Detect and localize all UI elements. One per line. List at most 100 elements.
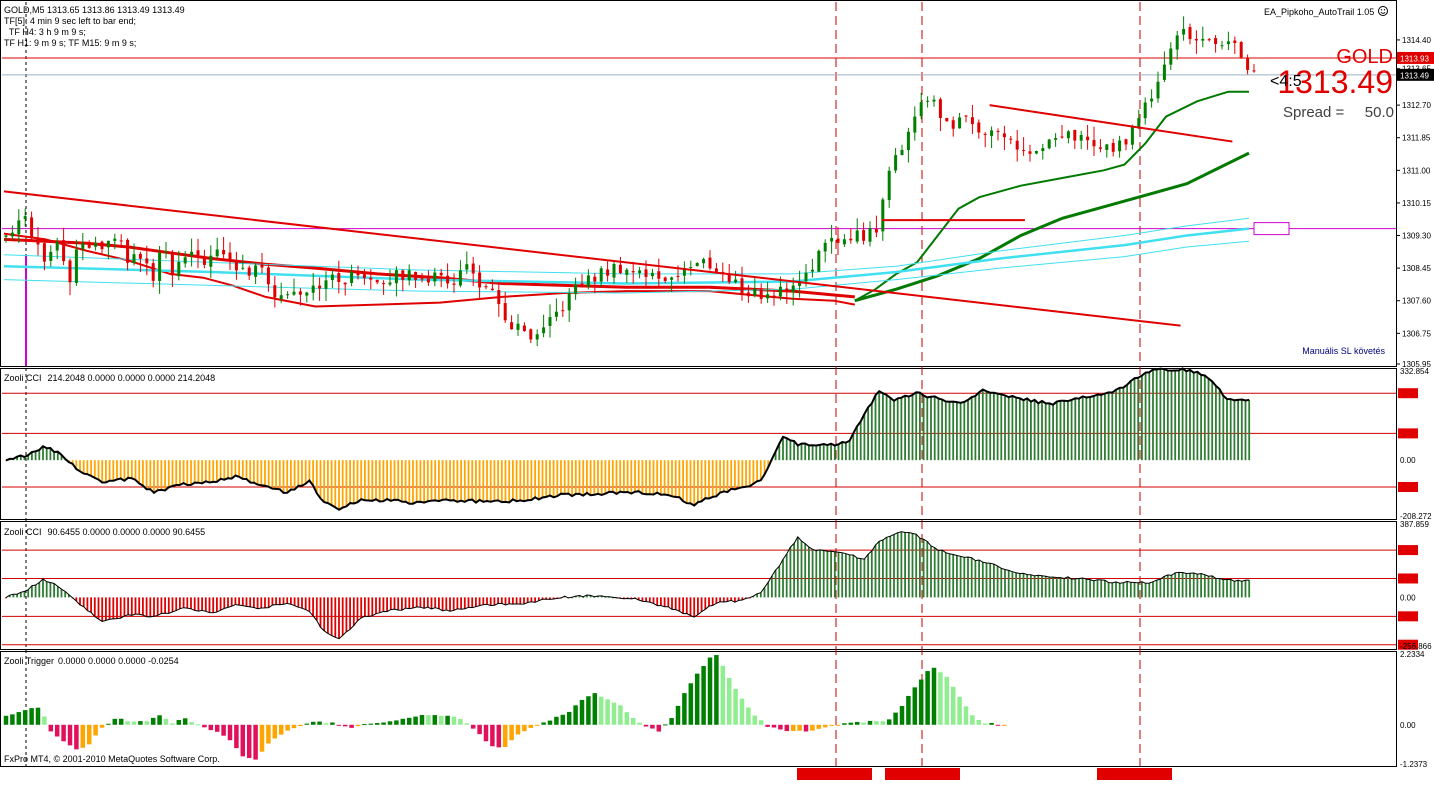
histogram-bar [119, 597, 122, 619]
histogram-bar [190, 460, 192, 485]
candle [1156, 71, 1160, 103]
candle [926, 96, 930, 108]
candle-body [497, 290, 501, 305]
histogram-bar [304, 723, 310, 725]
histogram-bar [1237, 580, 1239, 598]
histogram-bar [1055, 577, 1058, 598]
histogram-bar [741, 597, 744, 601]
histogram-bar [153, 460, 155, 493]
candle [1201, 26, 1205, 48]
histogram-bar [223, 460, 226, 480]
overlay-bid-price: 1313.49 [1277, 64, 1393, 100]
candle-body [887, 170, 891, 201]
price-tick-label: 1308.45 [1402, 264, 1431, 273]
histogram-bar [61, 724, 66, 742]
histogram-bar [364, 597, 366, 617]
histogram-bar [1192, 573, 1195, 598]
candle-body [254, 265, 258, 277]
histogram-bar [197, 460, 200, 483]
cci-pane-2[interactable]: 387.859 0.00 -256.866 [2, 520, 1432, 651]
histogram-bar [714, 655, 719, 725]
histogram-bar [593, 460, 596, 495]
histogram-bar [752, 596, 755, 598]
candle-body [586, 275, 590, 287]
histogram-bar [67, 724, 73, 746]
histogram-bar [1166, 574, 1169, 598]
histogram-bar [870, 403, 873, 461]
histogram-bar [56, 586, 59, 598]
histogram-bar [886, 719, 892, 725]
candle-body [791, 285, 795, 293]
candle [772, 290, 776, 306]
candle-body [593, 276, 597, 282]
histogram-bar [970, 397, 973, 461]
candle [906, 127, 910, 163]
candle [1073, 129, 1077, 149]
histogram-bar [145, 460, 148, 490]
candle-body [638, 270, 642, 274]
price-tag [1397, 51, 1434, 64]
candle [810, 258, 814, 278]
histogram-bar [563, 460, 566, 494]
histogram-bar [278, 460, 281, 490]
histogram-bar [1081, 396, 1084, 461]
histogram-bar [974, 396, 977, 461]
histogram-bar [452, 460, 455, 501]
histogram-bar [1133, 378, 1136, 461]
candle [132, 243, 136, 266]
histogram-bar [156, 460, 159, 491]
candle-body [234, 260, 238, 271]
histogram-bar [79, 597, 81, 606]
histogram-bar [693, 597, 696, 618]
expert-advisor-name[interactable]: EA_Pipkoho_AutoTrail 1.05 [1264, 7, 1374, 17]
histogram-bar [793, 543, 795, 598]
candle-body [983, 133, 987, 135]
histogram-bar [715, 597, 718, 604]
trigger-pane[interactable]: 2.2334 0.00 -1.2373 [3, 650, 1428, 769]
histogram-bar [1159, 368, 1162, 461]
histogram-bar [1148, 583, 1151, 598]
candle-body [746, 292, 750, 297]
histogram-bar [856, 426, 858, 461]
axis-tick-label: 0.00 [1400, 593, 1416, 602]
histogram-bar [470, 724, 476, 729]
histogram-bar [1104, 393, 1106, 461]
histogram-bar [906, 695, 911, 725]
histogram-bar [441, 460, 444, 500]
histogram-bar [796, 445, 799, 461]
cci-pane-1[interactable]: 332.854 0.00 -208.272 [2, 367, 1432, 521]
histogram-bar [123, 460, 126, 481]
histogram-bar [919, 538, 921, 598]
histogram-bar [413, 716, 418, 725]
candle [1079, 130, 1083, 150]
histogram-bar [406, 717, 412, 725]
histogram-bar [739, 698, 745, 725]
histogram-bar [3, 715, 9, 725]
candle [113, 233, 117, 250]
candle [292, 278, 296, 296]
histogram-bar [12, 594, 15, 598]
histogram-bar [1081, 577, 1084, 598]
histogram-bar [308, 597, 311, 612]
histogram-bar [267, 460, 270, 487]
histogram-bar [323, 597, 326, 631]
histogram-bar [586, 696, 591, 725]
candle [638, 266, 642, 279]
candle [439, 268, 443, 288]
candle [478, 265, 482, 300]
histogram-bar [915, 392, 918, 461]
candle [55, 237, 59, 260]
candle [964, 114, 968, 123]
histogram-bar [1248, 580, 1251, 598]
candle [497, 281, 501, 317]
time-marker-tag [797, 768, 872, 780]
price-pane[interactable]: 1314.401313.651312.701311.851311.001310.… [2, 16, 1434, 369]
histogram-bar [941, 550, 943, 598]
histogram-bar [1026, 574, 1029, 598]
spread-value: 50.0 [1365, 104, 1394, 121]
candle-body [458, 270, 462, 286]
candle [874, 215, 878, 238]
axis-tick-label: -256.866 [1400, 642, 1432, 651]
